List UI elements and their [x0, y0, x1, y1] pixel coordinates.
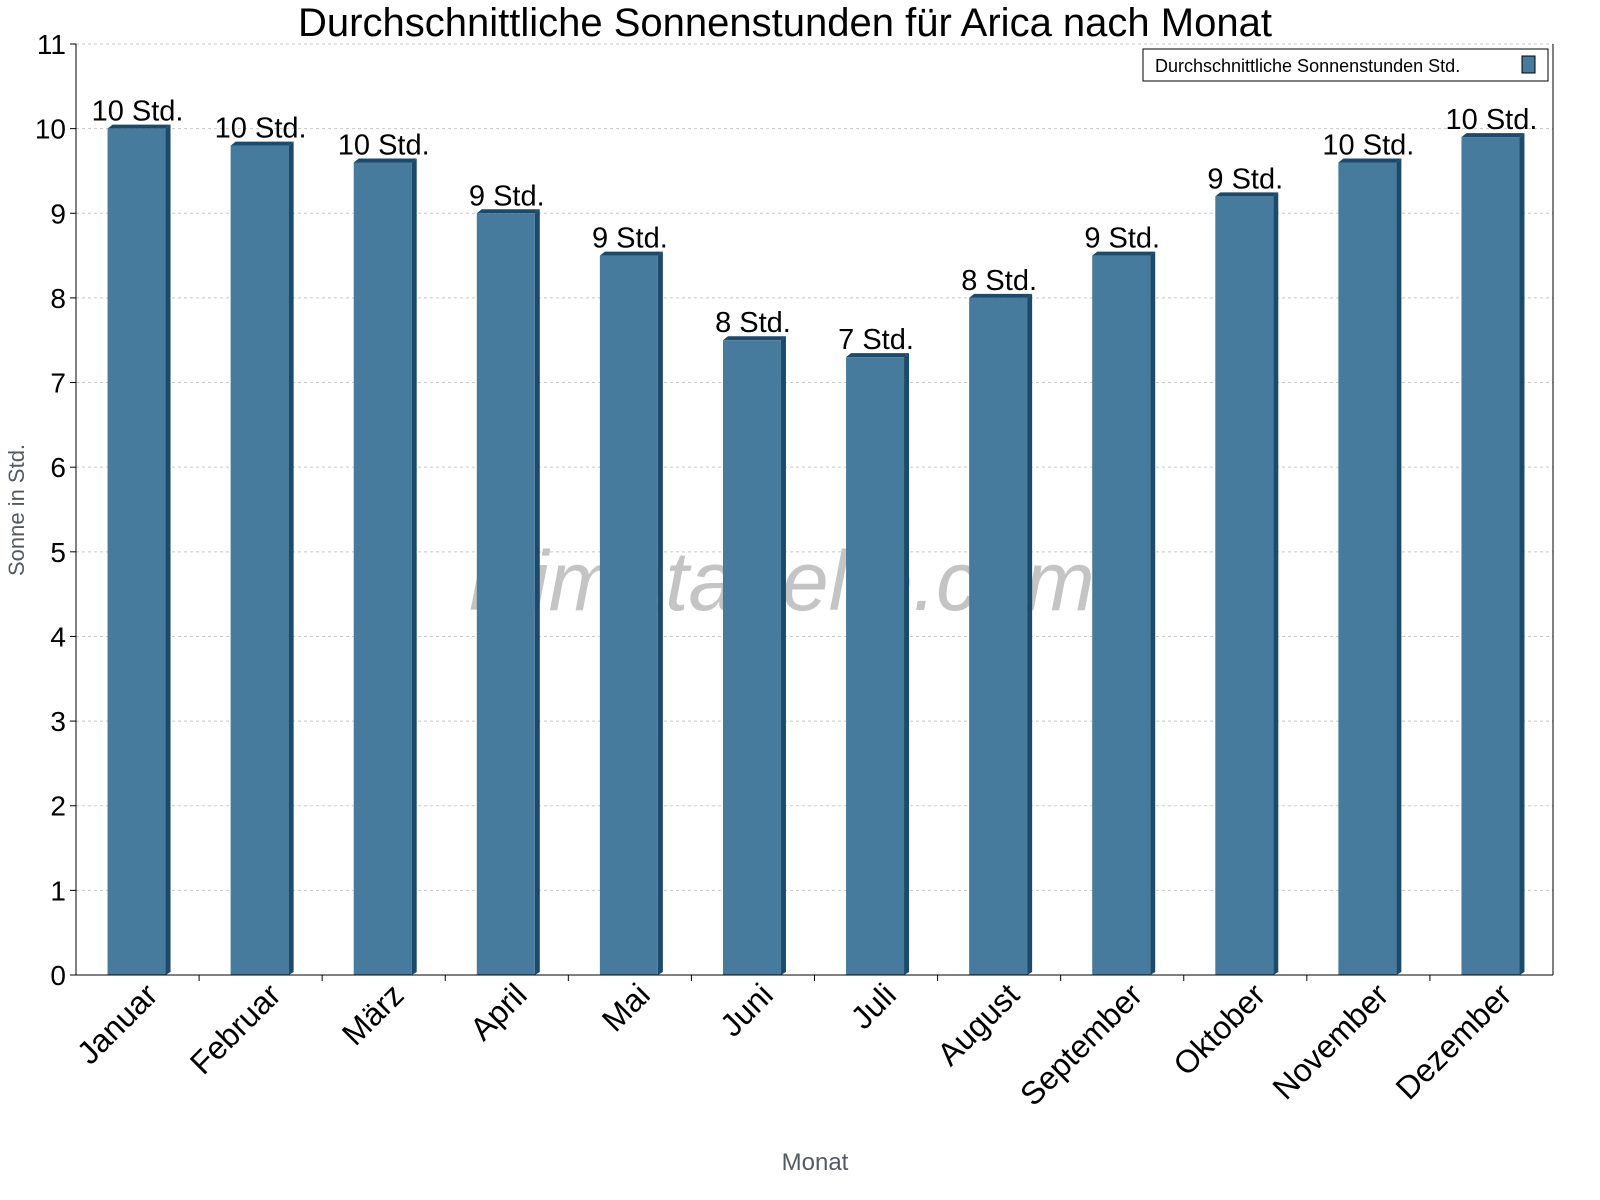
bars	[107, 124, 1525, 976]
x-axis-label: Monat	[782, 1149, 849, 1176]
y-tick-label: 7	[50, 368, 66, 399]
bar-top	[599, 251, 663, 256]
bar-top	[1338, 158, 1402, 163]
bar	[1092, 255, 1151, 975]
legend-label: Durchschnittliche Sonnenstunden Std.	[1155, 56, 1460, 76]
x-tick-label: März	[335, 976, 411, 1052]
bar	[846, 357, 905, 975]
bar-side	[1027, 293, 1033, 976]
y-tick-label: 9	[50, 198, 66, 229]
data-label: 10 Std.	[338, 129, 430, 161]
y-tick-label: 0	[50, 960, 66, 991]
y-tick-label: 11	[37, 29, 66, 60]
bar	[476, 213, 535, 976]
legend-swatch	[1521, 55, 1536, 74]
y-tick-label: 8	[50, 283, 66, 314]
data-labels: 10 Std. 10 Std. 10 Std. 9 Std. 9 Std. 8 Std. 7…	[92, 96, 1538, 357]
axes	[75, 44, 1554, 976]
x-tick-label: Juni	[713, 976, 780, 1043]
bar	[1461, 137, 1520, 976]
data-label: 10 Std.	[215, 113, 307, 145]
bar-side	[780, 336, 786, 975]
y-axis-label: Sonne in Std.	[4, 444, 29, 576]
bar-top	[846, 353, 910, 358]
data-label: 9 Std.	[1207, 163, 1283, 195]
x-tick-label: August	[930, 976, 1026, 1072]
x-tick-label: Februar	[183, 976, 288, 1081]
bar-top	[1215, 192, 1279, 197]
legend-box	[1142, 48, 1549, 82]
x-tick-label: Dezember	[1389, 976, 1519, 1106]
y-tick-label: 2	[50, 791, 66, 822]
x-tick-label: September	[1013, 976, 1149, 1112]
chart-title: Durchschnittliche Sonnenstunden für Aric…	[298, 1, 1272, 45]
bar	[353, 162, 412, 975]
bar-side	[534, 209, 540, 976]
bar-side	[288, 141, 294, 976]
bar-side	[1150, 251, 1156, 975]
y-tick-label: 1	[50, 875, 66, 906]
data-label: 7 Std.	[838, 324, 914, 356]
bar-side	[1519, 133, 1525, 976]
bar-side	[1273, 192, 1279, 975]
data-label: 10 Std.	[1322, 129, 1414, 161]
y-tick-label: 6	[50, 452, 66, 483]
bar	[230, 145, 289, 976]
bar-side	[657, 251, 663, 975]
x-tick-label: Oktober	[1166, 976, 1272, 1082]
bar-top	[722, 336, 786, 341]
data-label: 9 Std.	[469, 180, 545, 212]
bar-top	[353, 158, 417, 163]
y-tick-label: 5	[50, 537, 66, 568]
bar-top	[230, 141, 294, 146]
data-label: 8 Std.	[715, 307, 791, 339]
bar-side	[904, 353, 910, 975]
x-tick-label: Januar	[70, 976, 165, 1071]
y-tick-label: 4	[50, 621, 66, 652]
bar	[1215, 196, 1274, 975]
data-label: 10 Std.	[92, 96, 184, 128]
bar-top	[969, 293, 1033, 298]
bar	[107, 128, 166, 976]
data-label: 10 Std.	[1446, 104, 1538, 136]
y-tick-label: 10	[35, 114, 66, 145]
x-tick-label: November	[1265, 976, 1395, 1106]
x-tick-label: Juli	[844, 976, 903, 1035]
x-tick-label: April	[463, 976, 534, 1047]
bar-top	[1092, 251, 1156, 256]
data-label: 9 Std.	[1084, 223, 1160, 255]
x-tick-label: Mai	[595, 976, 657, 1038]
y-ticks: 0 1 2 3 4 5 6 7 8 9 10 11	[35, 29, 76, 991]
legend: Durchschnittliche Sonnenstunden Std.	[1142, 48, 1549, 82]
bar	[969, 297, 1028, 976]
bar-top	[476, 209, 540, 214]
bar	[722, 340, 781, 975]
bar-top	[107, 124, 171, 129]
x-ticks: Januar Februar März April Mai Juni Juli AugustS…	[70, 975, 1519, 1113]
bar	[599, 255, 658, 975]
bar-side	[165, 124, 171, 976]
data-label: 9 Std.	[592, 223, 668, 255]
grid-lines	[76, 43, 1553, 891]
bar	[1338, 162, 1397, 975]
y-tick-label: 3	[50, 706, 66, 737]
bar-side	[1396, 158, 1402, 975]
data-label: 8 Std.	[961, 265, 1037, 297]
bar-top	[1461, 133, 1525, 138]
bar-side	[411, 158, 417, 975]
